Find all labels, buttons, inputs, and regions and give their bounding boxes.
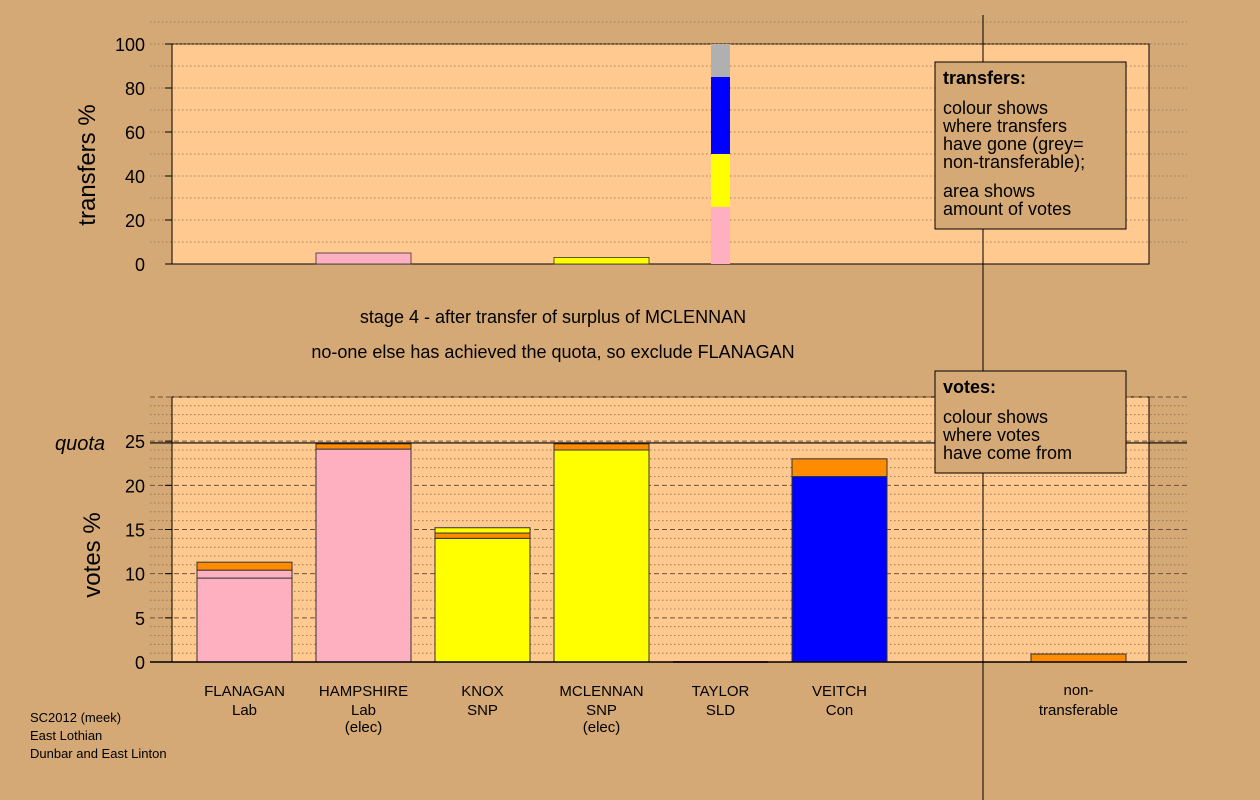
candidate-name: FLANAGAN	[204, 683, 285, 700]
footer-line-2: East Lothian	[30, 728, 102, 743]
candidate-note: (elec)	[583, 719, 621, 736]
transfers-legend-line: have gone (grey=	[943, 134, 1084, 154]
transfers-legend-title: transfers:	[943, 68, 1026, 88]
votes-y-ticks: 0 5 10 15 20 25	[125, 432, 172, 673]
action-caption: no-one else has achieved the quota, so e…	[311, 342, 794, 362]
candidate-note: (elec)	[345, 719, 383, 736]
transfers-tick-label: 40	[125, 167, 145, 187]
votes-bar-segment	[553, 443, 650, 451]
candidate-name: MCLENNAN	[559, 683, 643, 700]
votes-bar-segment	[791, 476, 888, 663]
votes-legend-line: where votes	[942, 425, 1040, 445]
transfers-tick-label: 0	[135, 255, 145, 275]
candidate-name: TAYLOR	[692, 683, 750, 700]
candidate-name: KNOX	[461, 683, 504, 700]
transfers-legend-line: where transfers	[942, 116, 1067, 136]
transfers-bar-segment	[711, 154, 730, 207]
transfers-legend-line: area shows	[943, 181, 1035, 201]
votes-bar-segment	[553, 449, 650, 663]
votes-tick-label: 25	[125, 432, 145, 452]
candidate-party: Con	[826, 702, 854, 719]
candidate-name: HAMPSHIRE	[319, 683, 408, 700]
candidate-party: Lab	[232, 702, 257, 719]
non-transferable-label: transferable	[1039, 702, 1118, 719]
stage-caption: stage 4 - after transfer of surplus of M…	[360, 307, 746, 327]
footer-line-1: SC2012 (meek)	[30, 710, 121, 725]
votes-bars	[196, 443, 1127, 663]
transfers-tick-label: 60	[125, 123, 145, 143]
candidate-party: SLD	[706, 702, 735, 719]
votes-bar-segment	[315, 448, 412, 663]
candidate-labels: FLANAGANLabHAMPSHIRELab(elec)KNOXSNPMCLE…	[204, 682, 1118, 736]
transfers-tick-label: 100	[115, 35, 145, 55]
transfers-bar-segment	[711, 206, 730, 264]
transfers-legend-line: non-transferable);	[943, 152, 1085, 172]
votes-tick-label: 15	[125, 521, 145, 541]
transfers-bar-segment	[553, 256, 650, 265]
votes-bar-segment	[196, 577, 293, 663]
votes-bar-segment	[434, 537, 531, 663]
quota-label: quota	[55, 433, 105, 455]
candidate-party: Lab	[351, 702, 376, 719]
transfers-y-axis-label: transfers %	[74, 104, 101, 225]
votes-bar-segment	[315, 443, 412, 450]
transfers-legend-line: amount of votes	[943, 199, 1071, 219]
votes-legend-box	[934, 370, 1127, 474]
votes-tick-label: 0	[135, 653, 145, 673]
votes-tick-label: 20	[125, 476, 145, 496]
votes-bar-segment	[196, 569, 293, 579]
transfers-tick-label: 80	[125, 79, 145, 99]
transfers-y-ticks: 0 20 40 60 80 100	[115, 35, 172, 275]
transfers-bar-segment	[315, 252, 412, 265]
votes-bar-segment	[434, 527, 531, 534]
votes-bar-segment	[1030, 653, 1127, 663]
votes-legend-line: have come from	[943, 443, 1072, 463]
candidate-party: SNP	[586, 702, 617, 719]
candidate-name: VEITCH	[812, 683, 867, 700]
non-transferable-label: non-	[1063, 682, 1093, 699]
transfers-legend: transfers: colour shows where transfers …	[934, 61, 1127, 230]
votes-bar-segment	[434, 532, 531, 539]
transfers-tick-label: 20	[125, 211, 145, 231]
transfers-legend-line: colour shows	[943, 98, 1048, 118]
votes-bar-segment	[791, 458, 888, 478]
votes-legend: votes: colour shows where votes have com…	[934, 370, 1127, 474]
transfers-bars	[315, 44, 730, 265]
votes-bar-segment	[196, 561, 293, 571]
votes-tick-label: 10	[125, 565, 145, 585]
votes-y-axis-label: votes %	[79, 512, 106, 597]
candidate-party: SNP	[467, 702, 498, 719]
votes-tick-label: 5	[135, 609, 145, 629]
transfers-bar-segment	[711, 77, 730, 154]
votes-legend-title: votes:	[943, 377, 996, 397]
transfers-legend-box	[934, 61, 1127, 230]
transfers-bar-segment	[711, 44, 730, 77]
votes-legend-line: colour shows	[943, 407, 1048, 427]
footer-line-3: Dunbar and East Linton	[30, 746, 167, 761]
